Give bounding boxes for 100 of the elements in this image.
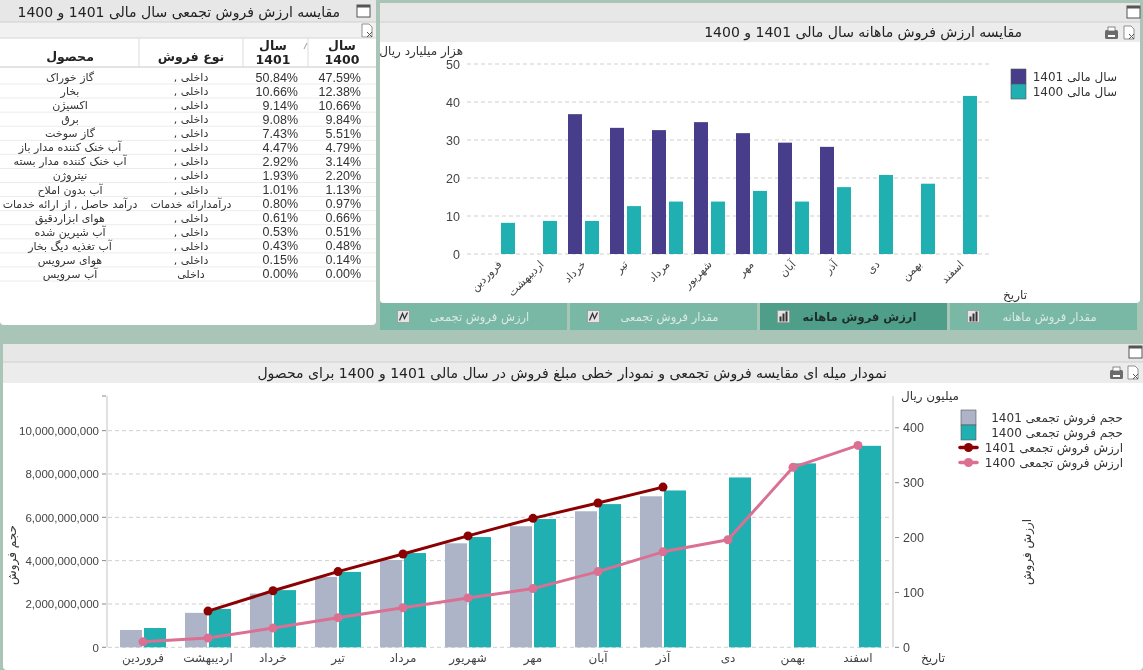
category-label: درآمدارائه خدمات (150, 197, 232, 211)
data-label: 1.01% (262, 183, 298, 198)
data-label: 50.84% (255, 70, 298, 85)
x-tick-label: فروردین (468, 257, 505, 295)
category-label: داخلی , (173, 127, 209, 141)
y-axis-title: حجم فروش (5, 525, 20, 585)
data-label: 0.97% (325, 197, 361, 212)
point (593, 498, 603, 508)
data-label: 0.00% (262, 267, 298, 282)
data-label: 0.53% (262, 225, 298, 240)
point (593, 567, 603, 577)
category-label: داخلی , (173, 71, 209, 84)
y2-tick-label: 100 (903, 585, 924, 600)
legend-label: ارزش فروش تجمعی 1400 (984, 456, 1123, 471)
point (268, 586, 278, 596)
category-label: آب بدون املاح (37, 182, 104, 197)
x-tick-label: شهریور (448, 651, 487, 667)
x-axis-title: تاریخ (921, 651, 945, 666)
data-label: 1.13% (325, 183, 361, 198)
category-label: گاز سوخت (45, 127, 96, 141)
x-tick-label: آذر (820, 256, 842, 278)
point (658, 482, 668, 492)
data-label: 0.80% (262, 197, 298, 212)
x-tick-label: مهر (734, 257, 757, 280)
x-tick-label: اسفند (938, 257, 967, 287)
data-label: 9.14% (262, 98, 298, 113)
x-tick-label: آذر (654, 650, 671, 667)
tab-button: مقدار فروش تجمعی (570, 303, 757, 330)
category-label: داخلی , (173, 239, 209, 253)
tab-button: مقدار فروش ماهانه (950, 303, 1137, 330)
point (528, 513, 538, 523)
point (723, 535, 733, 545)
x-tick-label: آبان (588, 650, 609, 666)
point (138, 637, 148, 647)
x-tick-label: دی (720, 651, 736, 666)
data-label: 0.00% (325, 267, 361, 282)
y-tick-label: 20 (446, 171, 461, 186)
category-label: درآمد حاصل , از ارائه خدمات (2, 196, 138, 211)
legend-label: ارزش فروش تجمعی 1401 (984, 441, 1123, 456)
data-label: 4.47% (262, 140, 298, 155)
x-tick-label: اردیبهشت (505, 257, 547, 300)
category-label: داخلی , (173, 183, 209, 197)
point (333, 613, 343, 623)
x-tick-label: خرداد (561, 257, 589, 286)
data-label: 0.14% (325, 253, 361, 268)
data-label: 10.66% (318, 98, 361, 113)
chart-title: مقایسه ارزش فروش ماهانه سال مالی 1401 و 1400 (704, 24, 1022, 41)
data-label: 9.84% (325, 112, 361, 127)
data-label: 0.51% (325, 225, 361, 240)
legend-label: حجم فروش تجمعی 1401 (991, 411, 1123, 426)
y-tick-label: 10 (446, 209, 461, 224)
data-label: 7.43% (262, 126, 298, 141)
x-tick-label: فروردین (122, 651, 164, 667)
category-label: آب شیرین شده (34, 224, 107, 239)
point (463, 593, 473, 603)
point (203, 606, 213, 616)
category-label: آب خنک کننده مدار بسته (13, 154, 128, 169)
x-tick-label: تیر (330, 651, 345, 667)
x-tick-label: مهر (522, 651, 543, 667)
text: میلیون ریال (901, 389, 959, 404)
x-tick-label: تیر (611, 257, 631, 277)
category-label: داخلی , (173, 141, 209, 155)
category-label: اکسیژن (52, 99, 88, 113)
point (203, 633, 213, 643)
text: محصول (46, 49, 94, 64)
category-label: داخلی , (173, 211, 209, 225)
x-axis-title: تاریخ (1003, 288, 1027, 303)
data-label: 47.59% (318, 70, 361, 85)
category-label: نیتروژن (52, 169, 88, 183)
x-tick-label: شهریور (680, 257, 715, 293)
y-tick-label: 50 (446, 57, 461, 72)
data-label: 0.61% (262, 211, 298, 226)
data-label: 0.48% (325, 239, 361, 254)
legend-item: سال مالی 1400 (1010, 83, 1117, 100)
y-tick-label: 10,000,000,000 (19, 425, 99, 438)
legend-label: حجم فروش تجمعی 1400 (991, 426, 1123, 441)
y2-tick-label: 0 (903, 640, 910, 655)
x-tick-label: اسفند (843, 651, 873, 666)
point (658, 547, 668, 557)
category-label: هوای ابزاردقیق (35, 211, 106, 226)
category-label: برق (61, 113, 79, 127)
point (333, 567, 343, 577)
data-label: 2.92% (262, 154, 298, 169)
category-label: گاز خوراک (45, 71, 95, 84)
y-tick-label: 2,000,000,000 (25, 598, 99, 611)
category-label: داخلی , (173, 253, 209, 267)
point (398, 549, 408, 559)
category-label: داخلی , (173, 155, 209, 169)
y2-tick-label: 300 (903, 476, 924, 491)
text: مقایسه ارزش فروش تجمعی سال مالی 1401 و 1400 (17, 4, 340, 21)
x-tick-label: مرداد (645, 257, 673, 285)
x-tick-label: آبان (776, 256, 800, 280)
y2-axis-title: ارزش فروش (1020, 518, 1035, 586)
y-tick-label: 8,000,000,000 (25, 468, 99, 481)
y2-tick-label: 200 (903, 531, 924, 546)
legend-label: سال مالی 1400 (1032, 85, 1117, 99)
x-tick-label: بهمن (780, 651, 806, 667)
category-label: داخلی , (173, 99, 209, 113)
point (398, 603, 408, 613)
category-label: داخلی , (173, 169, 209, 183)
